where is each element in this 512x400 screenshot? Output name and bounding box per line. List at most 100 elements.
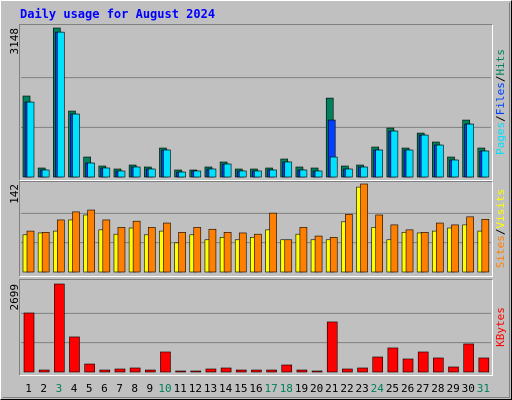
x-tick-label: 24 — [371, 382, 385, 395]
bar — [266, 369, 277, 373]
bar — [372, 356, 384, 373]
bar — [132, 220, 141, 273]
bar — [405, 229, 414, 273]
x-tick-label: 18 — [280, 382, 293, 395]
legend-entry: Sites — [494, 235, 507, 268]
bar — [178, 232, 186, 273]
bar — [54, 283, 65, 373]
bar — [466, 123, 474, 178]
bar — [57, 219, 65, 273]
x-tick-label: 29 — [446, 382, 459, 395]
bar — [147, 227, 156, 273]
y-tick-label: 3148 — [8, 28, 21, 55]
bar — [69, 336, 80, 373]
bar — [190, 370, 202, 373]
legend-entry: Pages — [494, 122, 507, 155]
bar — [329, 156, 338, 178]
x-tick-label: 14 — [219, 382, 233, 395]
bar — [311, 370, 323, 373]
bar — [175, 370, 186, 373]
bar — [26, 230, 35, 273]
legend: Sites/Visits — [494, 189, 507, 269]
x-tick-label: 7 — [116, 382, 123, 395]
bar — [481, 150, 490, 178]
bar — [147, 168, 156, 178]
bar — [57, 31, 65, 178]
x-tick-label: 3 — [56, 382, 63, 395]
legend-entry: Hits — [494, 49, 507, 76]
bar — [193, 170, 202, 178]
bar — [251, 369, 262, 373]
x-tick-label: 15 — [234, 382, 247, 395]
bar — [436, 222, 444, 273]
x-tick-label: 4 — [71, 382, 78, 395]
legend-separator: / — [494, 76, 507, 83]
bar — [481, 219, 490, 273]
bar — [223, 232, 232, 273]
bar — [163, 222, 171, 273]
x-tick-label: 9 — [147, 382, 154, 395]
bar — [360, 166, 368, 178]
bar — [402, 358, 414, 373]
x-tick-label: 31 — [477, 382, 490, 395]
bar — [448, 366, 459, 373]
x-tick-label: 22 — [340, 382, 353, 395]
bar — [208, 168, 217, 178]
bar — [23, 312, 35, 373]
bar — [117, 170, 126, 178]
x-tick-label: 12 — [189, 382, 202, 395]
bar — [375, 214, 384, 273]
bar — [417, 351, 429, 373]
bar — [84, 363, 95, 373]
bar — [269, 212, 277, 273]
bar — [87, 209, 95, 273]
x-tick-label: 23 — [356, 382, 369, 395]
x-tick-label: 1 — [25, 382, 32, 395]
bar — [451, 224, 459, 273]
bar — [284, 161, 293, 178]
bar — [357, 367, 368, 373]
chart-title: Daily usage for August 2024 — [20, 7, 215, 21]
bar — [102, 167, 111, 178]
bar — [208, 228, 217, 273]
bar — [342, 368, 353, 373]
y-tick-label: 2699 — [8, 284, 21, 311]
bar — [314, 235, 323, 273]
bar — [269, 169, 277, 178]
x-tick-label: 8 — [131, 382, 138, 395]
y-tick-label: 142 — [8, 184, 21, 204]
bar — [254, 170, 262, 178]
legend: Pages/Files/Hits — [494, 49, 507, 155]
panel — [19, 24, 493, 181]
bar — [375, 149, 384, 178]
bar — [235, 369, 247, 373]
bar — [41, 169, 50, 178]
x-tick-label: 28 — [431, 382, 444, 395]
panel-highlight — [19, 24, 493, 181]
bar — [329, 236, 338, 273]
bar — [26, 101, 35, 178]
legend-separator: / — [494, 115, 507, 122]
bar — [405, 149, 414, 178]
bar — [238, 232, 247, 273]
legend-entry: KBytes — [494, 307, 507, 347]
bar — [72, 113, 80, 178]
bar — [390, 130, 399, 178]
x-tick-label: 2 — [40, 382, 47, 395]
legend-separator: / — [494, 229, 507, 236]
x-tick-label: 11 — [174, 382, 187, 395]
bar — [220, 367, 232, 373]
bar — [238, 170, 247, 178]
bar — [390, 224, 399, 273]
bar — [345, 214, 353, 273]
bar — [205, 368, 217, 373]
bar — [87, 162, 95, 178]
x-tick-label: 19 — [295, 382, 308, 395]
bar — [478, 357, 490, 373]
x-tick-label: 30 — [462, 382, 475, 395]
bar — [420, 232, 429, 273]
bar — [387, 347, 399, 373]
bar — [463, 343, 474, 373]
x-tick-label: 10 — [158, 382, 171, 395]
